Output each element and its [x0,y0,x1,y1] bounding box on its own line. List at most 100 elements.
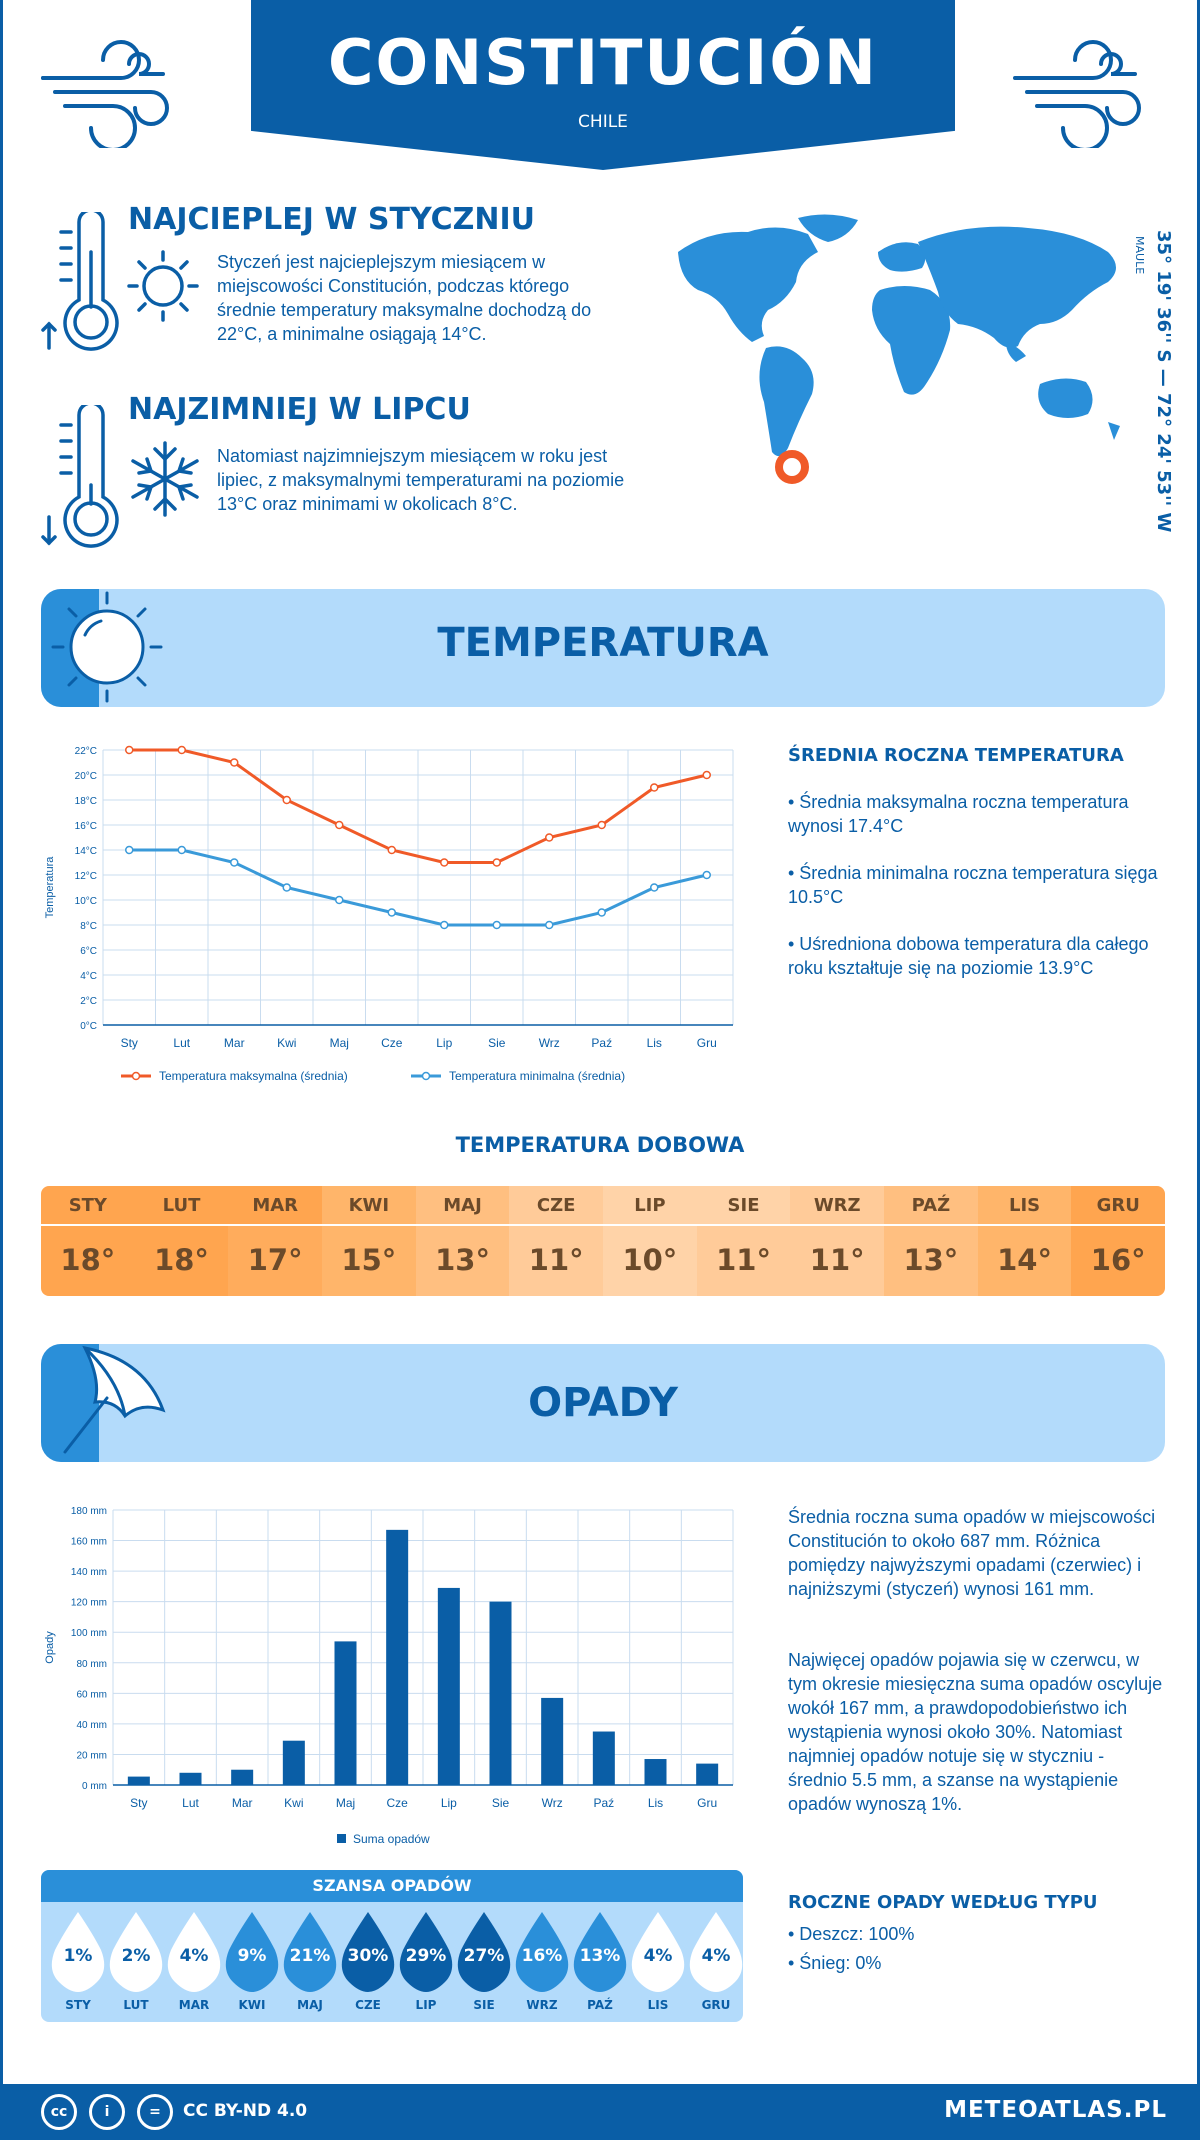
x-tick-label: Lip [441,1796,457,1810]
rain-chance-drop: 13% PAŹ [571,1908,629,2018]
cc-icon: cc [41,2094,77,2130]
daily-temp-value: 11° [790,1226,885,1296]
precip-bar [127,1776,150,1785]
raindrop-icon [457,1912,511,1992]
precip-bar [541,1697,564,1785]
data-point [597,908,606,917]
y-tick-label: 20°C [75,771,97,782]
daily-temp-value: 17° [228,1226,323,1296]
precip-title: OPADY [528,1380,678,1426]
x-tick-label: Gru [697,1796,717,1810]
daily-temp-column: LUT 18° [134,1186,229,1296]
temp-side-title: ŚREDNIA ROCZNA TEMPERATURA [788,745,1124,766]
rain-chance-value: 16% [521,1946,563,1966]
data-point [702,870,711,880]
daily-temp-month: KWI [322,1186,416,1226]
precip-banner [41,1344,1165,1462]
daily-temp-value: 16° [1071,1226,1165,1296]
daily-temp-value: 13° [415,1226,510,1296]
rain-chance-panel: SZANSA OPADÓW 1% STY 2% LUT 4% MAR 9% KWI 21… [41,1870,743,2022]
precip-bar [231,1769,254,1785]
rain-chance-value: 21% [289,1946,331,1966]
location-marker-icon [775,450,809,484]
x-tick-label: Wrz [542,1796,563,1810]
rain-chance-drop: 21% MAJ [281,1908,339,2018]
x-tick-label: Gru [697,1036,717,1050]
x-tick-label: Cze [386,1796,408,1810]
rain-chance-drop: 4% LIS [629,1908,687,2018]
daily-temp-value: 11° [696,1226,791,1296]
rain-chance-month: LUT [123,1998,149,2012]
daily-temp-column: GRU 16° [1071,1186,1165,1296]
data-point [650,783,659,792]
series-line [129,748,708,864]
y-tick-label: 0°C [80,1021,97,1032]
daily-temp-column: MAR 17° [228,1186,323,1296]
raindrop-icon [109,1912,163,1992]
coldest-title: NAJZIMNIEJ W LIPCU [128,392,471,427]
y-tick-label: 180 mm [71,1506,107,1517]
y-tick-label: 10°C [75,896,97,907]
precipitation-chart: 0 mm 20 mm 40 mm 60 mm 80 mm 100 mm 120 mm 140 … [44,1506,734,1846]
site-link[interactable]: METEOATLAS.PL [944,2097,1167,2123]
rain-chance-value: 13% [579,1946,621,1966]
y-axis-label: Opady [44,1631,56,1664]
daily-temp-month: WRZ [790,1186,885,1226]
rain-chance-month: PAŹ [587,1998,613,2012]
precip-bar [696,1763,719,1785]
daily-temp-month: LIS [977,1186,1072,1226]
no-derivatives-icon: = [137,2094,173,2130]
legend-label: Temperatura minimalna (średnia) [449,1069,625,1083]
rain-chance-month: GRU [701,1998,731,2012]
y-tick-label: 2°C [80,996,97,1007]
x-tick-label: Mar [224,1036,245,1050]
wind-icon [41,40,169,148]
daily-temp-month: SIE [696,1186,791,1226]
data-point [125,745,134,755]
y-tick-label: 12°C [75,871,97,882]
daily-temp-value: 14° [977,1226,1072,1296]
rain-chance-drop: 27% SIE [455,1908,513,2018]
rain-chance-month: LIS [647,1998,669,2012]
y-tick-label: 120 mm [71,1598,107,1609]
y-tick-label: 140 mm [71,1567,107,1578]
x-tick-label: Sie [488,1036,506,1050]
daily-temp-column: KWI 15° [322,1186,416,1296]
data-point [440,920,449,930]
x-tick-label: Lis [647,1036,662,1050]
raindrop-icon [399,1912,453,1992]
rain-chance-drop: 16% WRZ [513,1908,571,2018]
temperature-chart: 0°C 2°C 4°C 6°C 8°C 10°C 12°C 14°C 16°C 18°C 20°C 2… [44,745,734,1083]
temp-bullet-min: • Średnia minimalna roczna temperatura s… [788,863,1158,907]
y-tick-label: 4°C [80,971,97,982]
x-tick-label: Mar [232,1796,253,1810]
daily-temp-value: 18° [41,1226,135,1296]
x-tick-label: Cze [381,1036,403,1050]
daily-temp-month: LIP [603,1186,697,1226]
daily-temp-table: STY 18° LUT 18° MAR 17° KWI 15° MAJ 13° CZE 11° LIP 1… [41,1186,1165,1296]
rain-chance-month: STY [65,1998,91,2012]
x-tick-label: Maj [330,1036,349,1050]
daily-temp-value: 15° [322,1226,416,1296]
header-banner [251,0,955,170]
daily-temp-value: 13° [884,1226,978,1296]
raindrop-icon [341,1912,395,1992]
daily-temp-month: GRU [1071,1186,1165,1226]
license-label: CC BY-ND 4.0 [183,2101,308,2121]
rain-chance-value: 2% [121,1946,151,1966]
data-point [440,858,449,867]
x-tick-label: Wrz [539,1036,560,1050]
precip-bar [489,1601,512,1785]
data-point [177,845,186,855]
daily-temp-month: LUT [134,1186,229,1226]
data-point [597,820,606,830]
daily-temp-column: MAJ 13° [415,1186,510,1296]
raindrop-icon [167,1912,221,1992]
precip-paragraph-2: Najwięcej opadów pojawia się w czerwcu, … [788,1650,1163,1814]
rain-chance-month: LIP [415,1998,437,2012]
y-tick-label: 20 mm [76,1750,107,1761]
y-tick-label: 18°C [75,796,97,807]
raindrop-icon [51,1912,105,1992]
x-tick-label: Lip [436,1036,452,1050]
precip-bar [592,1731,615,1785]
